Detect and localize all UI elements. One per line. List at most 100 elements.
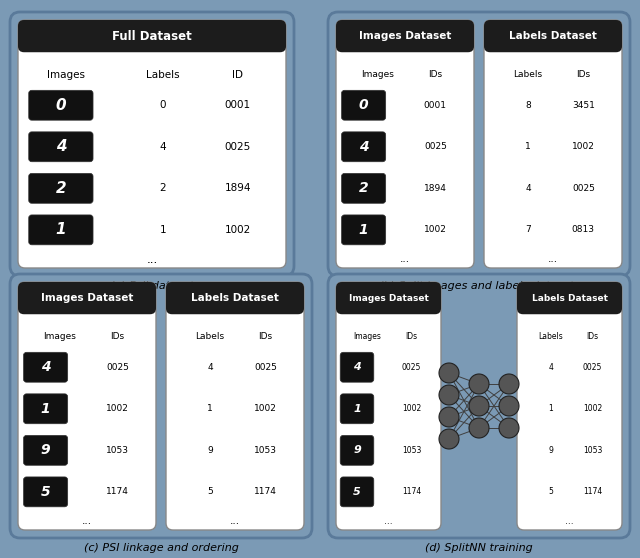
Text: IDs: IDs xyxy=(110,332,124,341)
FancyBboxPatch shape xyxy=(328,274,630,538)
Text: 1053: 1053 xyxy=(583,446,602,455)
Text: 5: 5 xyxy=(41,485,51,499)
FancyBboxPatch shape xyxy=(340,435,374,465)
Text: 1002: 1002 xyxy=(583,405,602,413)
Text: 4: 4 xyxy=(353,362,361,372)
Text: 1053: 1053 xyxy=(106,446,129,455)
FancyBboxPatch shape xyxy=(336,20,474,268)
Text: 4: 4 xyxy=(525,184,531,193)
FancyBboxPatch shape xyxy=(10,274,312,538)
Text: Labels: Labels xyxy=(146,70,180,80)
Text: 9: 9 xyxy=(41,443,51,458)
Circle shape xyxy=(439,385,459,405)
Circle shape xyxy=(469,418,489,438)
Text: IDs: IDs xyxy=(576,70,591,79)
Circle shape xyxy=(439,363,459,383)
Text: 1002: 1002 xyxy=(225,225,251,235)
Text: 1: 1 xyxy=(548,405,553,413)
Text: Labels: Labels xyxy=(538,332,563,341)
Text: 9: 9 xyxy=(207,446,213,455)
Text: Images: Images xyxy=(361,70,394,79)
Text: 0001: 0001 xyxy=(424,101,447,110)
Text: ...: ... xyxy=(548,254,558,264)
Text: (d) SplitNN training: (d) SplitNN training xyxy=(425,543,533,553)
Text: 2: 2 xyxy=(159,184,166,193)
Text: 1174: 1174 xyxy=(402,487,421,497)
FancyBboxPatch shape xyxy=(340,477,374,507)
Text: 8: 8 xyxy=(525,101,531,110)
Text: (a) Full dataset: (a) Full dataset xyxy=(110,281,194,291)
Text: 1002: 1002 xyxy=(402,405,421,413)
Text: 9: 9 xyxy=(548,446,553,455)
Text: 1002: 1002 xyxy=(424,225,447,234)
Text: (b) Split images and labels datasets: (b) Split images and labels datasets xyxy=(379,281,579,291)
FancyBboxPatch shape xyxy=(29,132,93,162)
FancyBboxPatch shape xyxy=(340,394,374,424)
Text: Images Dataset: Images Dataset xyxy=(41,293,133,303)
FancyBboxPatch shape xyxy=(328,12,630,276)
FancyBboxPatch shape xyxy=(10,12,294,276)
Text: ...: ... xyxy=(400,254,410,264)
Text: ...: ... xyxy=(230,516,240,526)
Text: 0025: 0025 xyxy=(402,363,421,372)
Text: Images: Images xyxy=(43,332,76,341)
Text: 1: 1 xyxy=(159,225,166,235)
Circle shape xyxy=(499,418,519,438)
FancyBboxPatch shape xyxy=(342,174,386,203)
Text: 1: 1 xyxy=(359,223,369,237)
Text: 1174: 1174 xyxy=(106,487,129,497)
Text: 0: 0 xyxy=(56,98,66,113)
Text: 9: 9 xyxy=(353,445,361,455)
Text: 1894: 1894 xyxy=(225,184,251,193)
FancyBboxPatch shape xyxy=(484,20,622,268)
Circle shape xyxy=(499,374,519,394)
Text: 1: 1 xyxy=(207,405,213,413)
Text: Images: Images xyxy=(47,70,85,80)
Text: 5: 5 xyxy=(548,487,553,497)
Text: (c) PSI linkage and ordering: (c) PSI linkage and ordering xyxy=(84,543,239,553)
Text: 4: 4 xyxy=(359,140,369,154)
Text: 1: 1 xyxy=(353,404,361,414)
Text: Labels: Labels xyxy=(513,70,543,79)
FancyBboxPatch shape xyxy=(166,282,304,530)
FancyBboxPatch shape xyxy=(18,20,286,268)
Text: 1: 1 xyxy=(41,402,51,416)
FancyBboxPatch shape xyxy=(484,20,622,52)
Text: 0813: 0813 xyxy=(572,225,595,234)
Circle shape xyxy=(469,374,489,394)
FancyBboxPatch shape xyxy=(517,282,622,314)
Text: ID: ID xyxy=(232,70,243,80)
Text: 7: 7 xyxy=(525,225,531,234)
Text: 0: 0 xyxy=(159,100,166,110)
Text: 5: 5 xyxy=(207,487,213,497)
FancyBboxPatch shape xyxy=(24,352,68,382)
Text: ...: ... xyxy=(147,253,157,266)
Text: 0025: 0025 xyxy=(106,363,129,372)
FancyBboxPatch shape xyxy=(24,477,68,507)
Text: 1: 1 xyxy=(525,142,531,151)
Text: 2: 2 xyxy=(359,181,369,195)
Text: 1053: 1053 xyxy=(254,446,277,455)
FancyBboxPatch shape xyxy=(342,215,386,245)
Circle shape xyxy=(439,407,459,427)
Text: 0001: 0001 xyxy=(225,100,251,110)
Text: 4: 4 xyxy=(159,142,166,152)
Text: 4: 4 xyxy=(41,360,51,374)
FancyBboxPatch shape xyxy=(29,90,93,120)
FancyBboxPatch shape xyxy=(340,352,374,382)
FancyBboxPatch shape xyxy=(166,282,304,314)
Text: 4: 4 xyxy=(548,363,553,372)
Text: ...: ... xyxy=(384,517,393,526)
Text: 0025: 0025 xyxy=(583,363,602,372)
Text: 1002: 1002 xyxy=(572,142,595,151)
Text: Images Dataset: Images Dataset xyxy=(349,294,428,302)
Text: 1053: 1053 xyxy=(402,446,421,455)
Text: 1002: 1002 xyxy=(254,405,276,413)
Text: IDs: IDs xyxy=(259,332,273,341)
Text: 5: 5 xyxy=(353,487,361,497)
Text: 0025: 0025 xyxy=(254,363,276,372)
Text: 1: 1 xyxy=(56,223,66,237)
Text: 0025: 0025 xyxy=(424,142,447,151)
Text: 1174: 1174 xyxy=(254,487,276,497)
Text: IDs: IDs xyxy=(586,332,598,341)
